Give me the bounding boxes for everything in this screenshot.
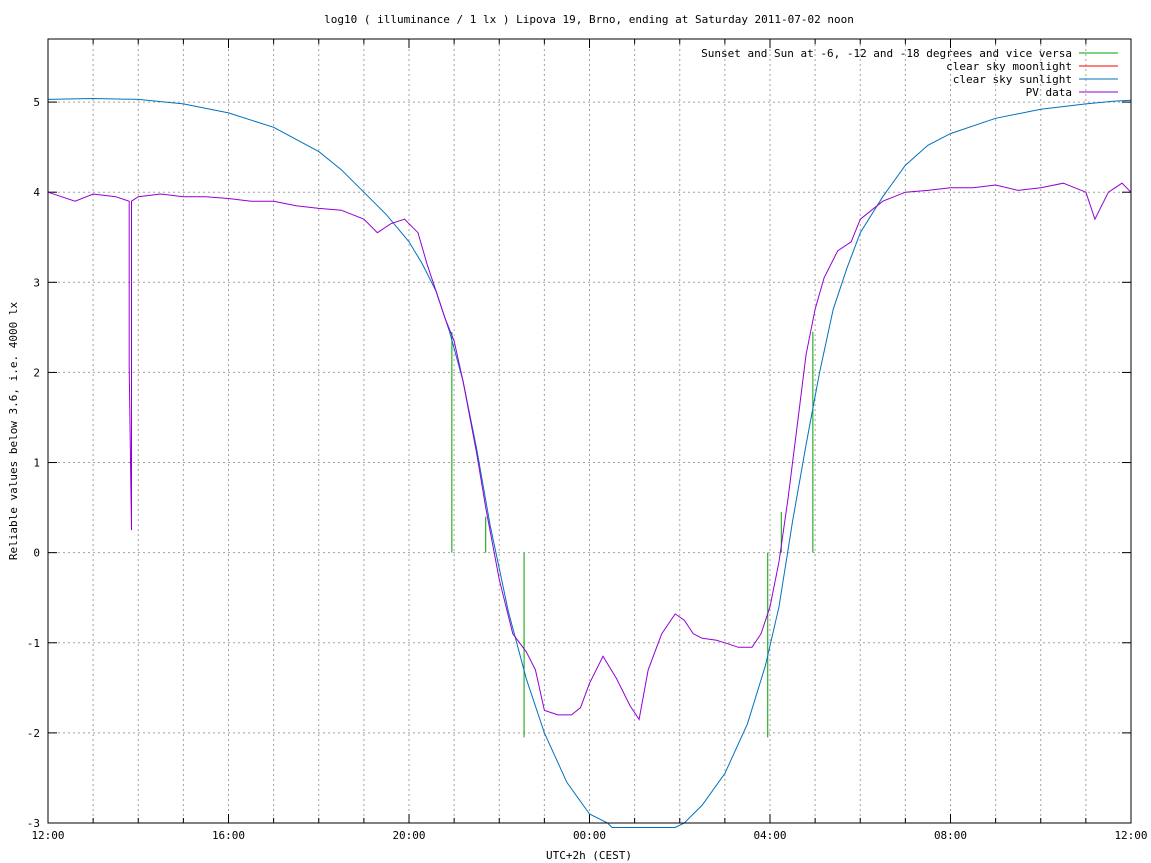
plot-frame xyxy=(47,38,1132,824)
y-tick-label: 4 xyxy=(33,186,40,199)
x-axis-label: UTC+2h (CEST) xyxy=(546,849,632,862)
x-tick-label: 08:00 xyxy=(934,829,967,842)
plot-series xyxy=(47,97,1132,828)
x-tick-label: 16:00 xyxy=(212,829,245,842)
y-tick-label: -1 xyxy=(27,637,40,650)
x-tick-label: 20:00 xyxy=(392,829,425,842)
y-tick-label: 0 xyxy=(33,547,40,560)
series-line-2 xyxy=(47,97,1132,828)
x-tick-label: 00:00 xyxy=(573,829,606,842)
y-tick-label: 3 xyxy=(33,276,40,289)
y-tick-label: 5 xyxy=(33,96,40,109)
legend-label: Sunset and Sun at -6, -12 and -18 degree… xyxy=(701,47,1072,60)
legend: Sunset and Sun at -6, -12 and -18 degree… xyxy=(701,47,1118,99)
y-axis-label: Reliable values below 3.6, i.e. 4000 lx xyxy=(7,301,20,560)
y-tick-label: 1 xyxy=(33,457,40,470)
x-tick-label: 12:00 xyxy=(1114,829,1147,842)
x-tick-label: 12:00 xyxy=(31,829,64,842)
y-tick-label: 2 xyxy=(33,366,40,379)
y-tick-label: -3 xyxy=(27,817,40,830)
legend-label: clear sky sunlight xyxy=(953,73,1072,86)
legend-label: PV data xyxy=(1026,86,1072,99)
y-axis: -3 -2 -1 0 1 2 3 4 5 xyxy=(27,96,1131,830)
x-axis: 12:00 16:00 20:00 00:00 04:00 08:00 12:00 xyxy=(31,39,1148,842)
x-tick-label: 04:00 xyxy=(753,829,786,842)
chart-title: log10 ( illuminance / 1 lx ) Lipova 19, … xyxy=(324,13,854,26)
legend-label: clear sky moonlight xyxy=(946,60,1072,73)
grid xyxy=(48,39,1131,823)
y-tick-label: -2 xyxy=(27,727,40,740)
series-line-3 xyxy=(47,182,1132,721)
